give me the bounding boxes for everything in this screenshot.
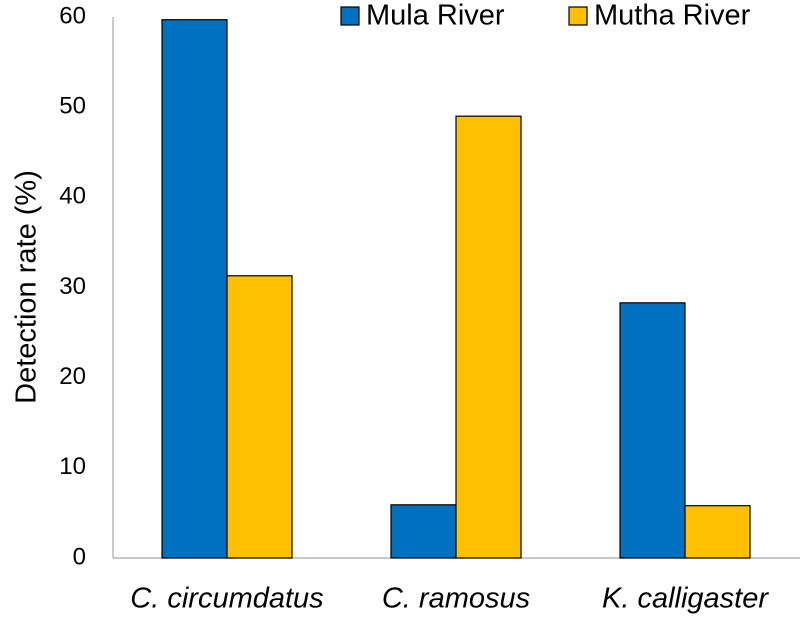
- category-label: C. circumdatus: [130, 583, 323, 615]
- y-tick-label: 60: [59, 2, 86, 29]
- y-tick-label: 50: [59, 93, 86, 120]
- y-tick-labels: 0 10 20 30 40 50 60: [59, 2, 86, 570]
- category-label: K. calligaster: [602, 583, 769, 615]
- category-labels: C. circumdatus C. ramosus K. calligaster: [130, 583, 769, 615]
- y-tick-label: 10: [59, 453, 86, 480]
- category-label: C. ramosus: [382, 583, 530, 615]
- y-tick-label: 20: [59, 363, 86, 390]
- legend-label: Mula River: [366, 0, 505, 32]
- bar-mula-river: [390, 504, 457, 559]
- bar-mutha-river: [455, 115, 522, 559]
- bar-mutha-river: [226, 275, 293, 559]
- legend: Mula River Mutha River: [340, 0, 751, 32]
- bar-mula-river: [619, 302, 686, 559]
- legend-label: Mutha River: [594, 0, 751, 32]
- y-tick-label: 30: [59, 273, 86, 300]
- y-tick-label: 0: [73, 543, 86, 570]
- bar-mula-river: [161, 19, 228, 559]
- legend-swatch: [568, 6, 588, 26]
- bar-mutha-river: [684, 505, 751, 559]
- bars: [161, 19, 751, 559]
- y-axis-label: Detection rate (%): [11, 170, 43, 404]
- y-tick-label: 40: [59, 183, 86, 210]
- legend-swatch: [340, 6, 360, 26]
